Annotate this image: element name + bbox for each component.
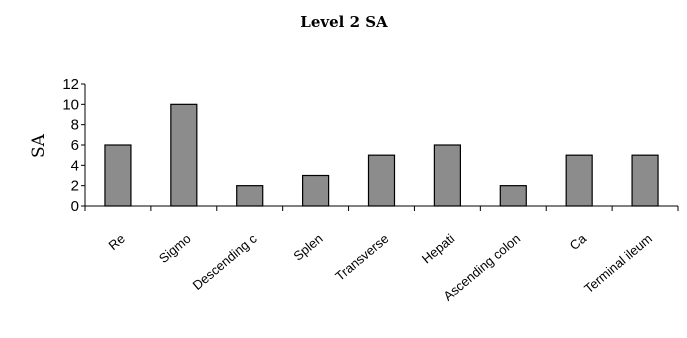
bar-1	[170, 103, 198, 207]
x-tick-label: Transverse	[332, 231, 391, 284]
bar-8	[631, 154, 659, 207]
y-tick-label: 12	[62, 76, 79, 93]
y-tick-label: 0	[71, 198, 79, 215]
bar-5	[433, 144, 461, 207]
y-axis-label: SA	[29, 133, 49, 158]
x-tick-label: Splen	[290, 231, 325, 264]
x-tick-label: Sigmo	[156, 231, 194, 266]
x-tick-label: Hepati	[419, 231, 458, 267]
x-tick-label: Terminal ileum	[581, 231, 655, 296]
x-tick-label: Re	[105, 231, 127, 253]
x-tick-label: Ca	[567, 230, 590, 253]
chart-title: Level 2 SA	[300, 13, 388, 31]
bar-4	[367, 154, 396, 207]
y-tick-label: 2	[71, 178, 79, 195]
bar-0	[104, 144, 132, 207]
y-tick-label: 8	[71, 117, 79, 134]
y-tick-label: 10	[62, 96, 79, 113]
y-tick-label: 6	[71, 137, 79, 154]
y-axis-ticks: 0 2 4 6 8 10 12	[62, 76, 85, 215]
x-tick-label: Descending c	[190, 230, 260, 292]
bar-3	[302, 174, 330, 207]
bar-6	[499, 185, 527, 207]
bar-7	[565, 154, 593, 207]
bars	[104, 103, 659, 207]
y-tick-label: 4	[71, 157, 79, 174]
bar-2	[236, 185, 264, 207]
